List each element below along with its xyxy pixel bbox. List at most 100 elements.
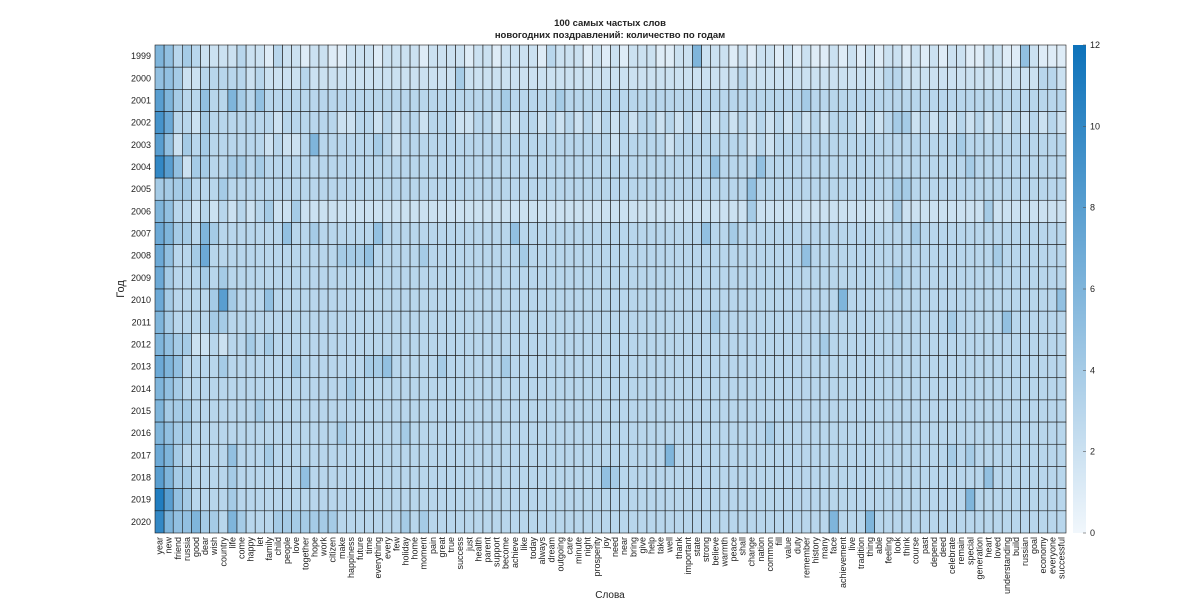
heatmap-cell xyxy=(573,355,584,379)
heatmap-cell xyxy=(500,443,511,467)
heatmap-cell xyxy=(227,133,238,157)
heatmap-cell xyxy=(564,333,575,356)
heatmap-cell xyxy=(673,111,684,135)
heatmap-cell xyxy=(163,111,174,135)
heatmap-cell xyxy=(610,443,620,467)
heatmap-cell xyxy=(1047,133,1058,157)
heatmap-cell xyxy=(509,377,520,401)
heatmap-cell xyxy=(819,310,830,334)
heatmap-cell xyxy=(783,466,794,489)
heatmap-cell xyxy=(546,288,557,312)
heatmap-cell xyxy=(828,133,839,157)
heatmap-cell xyxy=(619,89,630,112)
heatmap-cell xyxy=(555,44,566,68)
x-tick-label: like xyxy=(519,537,529,551)
heatmap-cell xyxy=(264,222,274,245)
heatmap-cell xyxy=(810,466,821,489)
heatmap-cell xyxy=(1038,155,1049,179)
heatmap-cell xyxy=(646,399,657,423)
heatmap-cell xyxy=(182,266,192,290)
heatmap-cell xyxy=(619,488,630,512)
heatmap-cell xyxy=(437,111,447,135)
heatmap-cell xyxy=(209,199,220,223)
heatmap-cell xyxy=(801,266,812,290)
heatmap-cell xyxy=(1038,510,1049,534)
heatmap-cell xyxy=(236,355,247,379)
x-tick-label: great xyxy=(437,537,447,558)
heatmap-cell xyxy=(910,244,921,268)
heatmap-cell xyxy=(573,377,584,401)
heatmap-cell xyxy=(336,488,347,512)
heatmap-cell xyxy=(391,333,402,356)
y-tick-label: 2017 xyxy=(131,450,151,460)
heatmap-cell xyxy=(163,466,174,489)
heatmap-cell xyxy=(509,488,520,512)
heatmap-cell xyxy=(172,89,183,112)
heatmap-cell xyxy=(965,310,976,334)
heatmap-cell xyxy=(218,177,229,201)
heatmap-cell xyxy=(446,443,456,467)
heatmap-cell xyxy=(910,355,921,379)
heatmap-cell xyxy=(1020,111,1030,135)
heatmap-cell xyxy=(655,510,666,534)
heatmap-cell xyxy=(546,466,557,489)
heatmap-cell xyxy=(464,443,475,467)
heatmap-cell xyxy=(355,488,365,512)
heatmap-cell xyxy=(728,443,739,467)
heatmap-cell xyxy=(837,177,848,201)
heatmap-cell xyxy=(309,377,320,401)
heatmap-cell xyxy=(163,488,174,512)
heatmap-cell xyxy=(364,177,374,201)
heatmap-cell xyxy=(254,355,265,379)
heatmap-cell xyxy=(746,333,757,356)
heatmap-cell xyxy=(491,133,502,157)
heatmap-cell xyxy=(482,155,493,179)
heatmap-cell xyxy=(455,89,466,112)
heatmap-cell xyxy=(683,66,693,90)
heatmap-cell xyxy=(400,155,411,179)
heatmap-cell xyxy=(446,466,456,489)
heatmap-cell xyxy=(172,177,183,201)
heatmap-cell xyxy=(929,177,939,201)
heatmap-cell xyxy=(427,199,438,223)
heatmap-cell xyxy=(755,488,766,512)
heatmap-cell xyxy=(473,155,484,179)
heatmap-cell xyxy=(318,399,329,423)
x-tick-label: thing xyxy=(865,537,875,557)
heatmap-cell xyxy=(327,466,338,489)
heatmap-cell xyxy=(1011,89,1021,112)
heatmap-cell xyxy=(364,89,374,112)
heatmap-cell xyxy=(929,66,939,90)
heatmap-cell xyxy=(264,443,274,467)
heatmap-cell xyxy=(919,488,930,512)
heatmap-cell xyxy=(883,443,894,467)
heatmap-cell xyxy=(254,399,265,423)
heatmap-cell xyxy=(455,355,466,379)
heatmap-cell xyxy=(218,399,229,423)
colorbar-tick-label: 4 xyxy=(1090,365,1095,375)
heatmap-cell xyxy=(883,266,894,290)
heatmap-cell xyxy=(737,466,748,489)
heatmap-cell xyxy=(264,266,274,290)
heatmap-cell xyxy=(701,44,712,68)
heatmap-cell xyxy=(227,466,238,489)
heatmap-cell xyxy=(509,66,520,90)
heatmap-cell xyxy=(537,399,548,423)
heatmap-cell xyxy=(437,288,447,312)
heatmap-cell xyxy=(901,355,912,379)
heatmap-cell xyxy=(819,133,830,157)
heatmap-cell xyxy=(473,222,484,245)
heatmap-cell xyxy=(382,355,393,379)
x-tick-label: tradition xyxy=(856,537,866,569)
heatmap-cell xyxy=(728,111,739,135)
heatmap-cell xyxy=(382,89,393,112)
heatmap-cell xyxy=(391,89,402,112)
heatmap-cell xyxy=(391,177,402,201)
heatmap-cell xyxy=(737,177,748,201)
heatmap-cell xyxy=(455,466,466,489)
heatmap-cell xyxy=(856,266,866,290)
heatmap-cell xyxy=(847,288,857,312)
heatmap-cell xyxy=(1047,310,1058,334)
heatmap-cell xyxy=(765,111,775,135)
heatmap-cell xyxy=(528,222,538,245)
